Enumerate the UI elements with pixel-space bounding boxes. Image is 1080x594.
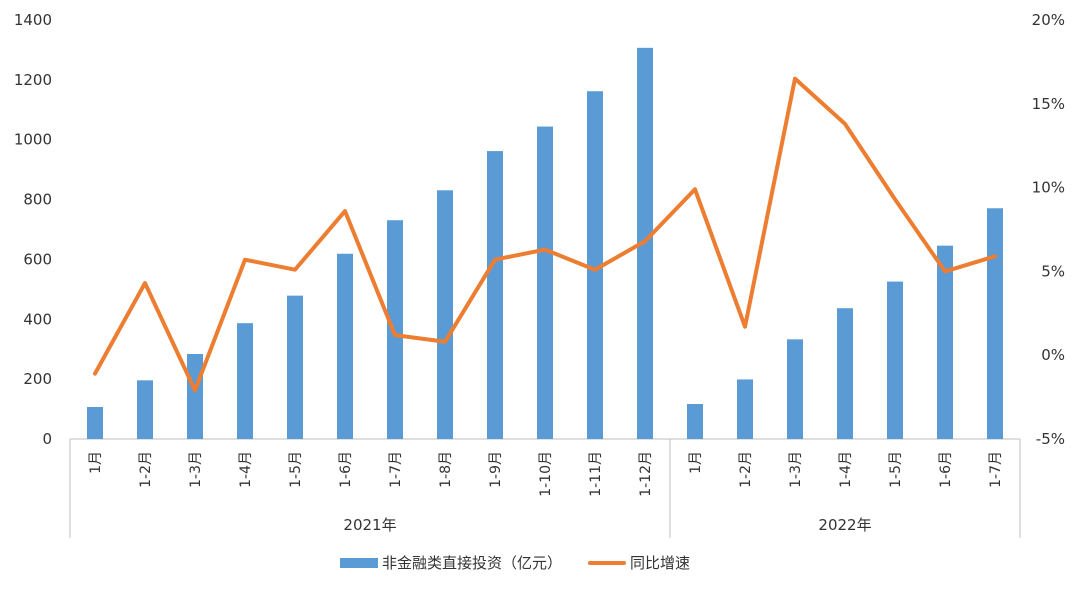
line-point — [844, 123, 846, 125]
category-label: 1-4月 — [838, 451, 854, 488]
group-label: 2022年 — [818, 516, 871, 534]
line-point — [644, 240, 646, 242]
right-tick-label: 5% — [1041, 262, 1065, 280]
left-tick-label: 1200 — [14, 71, 52, 89]
legend-line-label: 同比增速 — [630, 554, 691, 572]
bar-series — [87, 47, 1003, 440]
bar — [337, 253, 353, 439]
right-axis-ticks: -5% 0% 5% 10% 15% 20% — [1032, 11, 1065, 448]
bar — [287, 295, 303, 439]
bar — [937, 245, 953, 439]
legend-item-line: 同比增速 — [588, 552, 690, 573]
line-point — [494, 259, 496, 261]
category-label: 1-10月 — [538, 451, 554, 497]
left-tick-label: 400 — [23, 310, 52, 328]
right-tick-label: 0% — [1041, 346, 1065, 364]
category-label: 1-6月 — [338, 451, 354, 488]
category-axis: 2021年 2022年 1月 1-2月 1-3月 1-4月 1-5月 1-6月 1-7月 1-8月… — [69, 438, 1021, 538]
category-label: 1-7月 — [388, 451, 404, 488]
legend-bar-swatch — [340, 557, 378, 568]
bar — [737, 379, 753, 439]
line-point — [994, 255, 996, 257]
line-point — [444, 341, 446, 343]
left-tick-label: 0 — [42, 430, 52, 448]
line-point — [294, 269, 296, 271]
bar — [587, 91, 603, 439]
category-label: 1-9月 — [488, 451, 504, 488]
line-point — [944, 270, 946, 272]
bar — [387, 220, 403, 439]
line-point — [894, 198, 896, 200]
line-point — [394, 334, 396, 336]
line-point — [594, 269, 596, 271]
bar — [987, 208, 1003, 439]
bar — [187, 354, 203, 439]
category-label: 1-2月 — [138, 451, 154, 488]
line-point — [694, 188, 696, 190]
bar — [487, 151, 503, 439]
right-tick-label: 15% — [1032, 95, 1065, 113]
legend: 非金融类直接投资（亿元） 同比增速 — [340, 552, 716, 573]
category-label: 1-3月 — [788, 451, 804, 488]
category-label: 1-12月 — [638, 451, 654, 497]
bar — [137, 380, 153, 439]
group-label: 2021年 — [343, 516, 396, 534]
line-point — [244, 259, 246, 261]
category-label: 1月 — [88, 451, 104, 474]
left-tick-label: 1000 — [14, 131, 52, 149]
left-tick-label: 200 — [23, 370, 52, 388]
legend-item-bar: 非金融类直接投资（亿元） — [340, 552, 562, 573]
category-label: 1-6月 — [938, 451, 954, 488]
line-point — [94, 373, 96, 375]
category-label: 1-4月 — [238, 451, 254, 488]
legend-line-swatch — [588, 560, 627, 565]
line-point — [744, 326, 746, 328]
category-label: 1月 — [688, 451, 704, 474]
line-series — [93, 76, 997, 393]
left-tick-label: 1400 — [14, 11, 52, 29]
category-label: 1-2月 — [738, 451, 754, 488]
bar — [837, 308, 853, 439]
line-point — [194, 389, 196, 391]
legend-bar-label: 非金融类直接投资（亿元） — [382, 554, 563, 572]
bar — [87, 406, 103, 439]
bar — [437, 190, 453, 439]
left-axis-ticks: 0 200 400 600 800 1000 1200 1400 — [14, 11, 52, 448]
right-tick-label: -5% — [1036, 430, 1065, 448]
line-point — [544, 249, 546, 251]
bar — [887, 281, 903, 439]
bar — [537, 126, 553, 439]
right-tick-label: 10% — [1032, 179, 1065, 197]
category-label: 1-5月 — [888, 451, 904, 488]
category-label: 1-8月 — [438, 451, 454, 488]
bar — [237, 323, 253, 439]
line-point — [794, 78, 796, 80]
category-label: 1-11月 — [588, 451, 604, 497]
bar — [687, 403, 703, 439]
right-tick-label: 20% — [1032, 11, 1065, 29]
bar — [787, 339, 803, 439]
category-label: 1-3月 — [188, 451, 204, 488]
line-point — [344, 210, 346, 212]
category-label: 1-5月 — [288, 451, 304, 488]
category-label: 1-7月 — [988, 451, 1004, 488]
line-point — [144, 282, 146, 284]
left-tick-label: 800 — [23, 191, 52, 209]
left-tick-label: 600 — [23, 250, 52, 268]
